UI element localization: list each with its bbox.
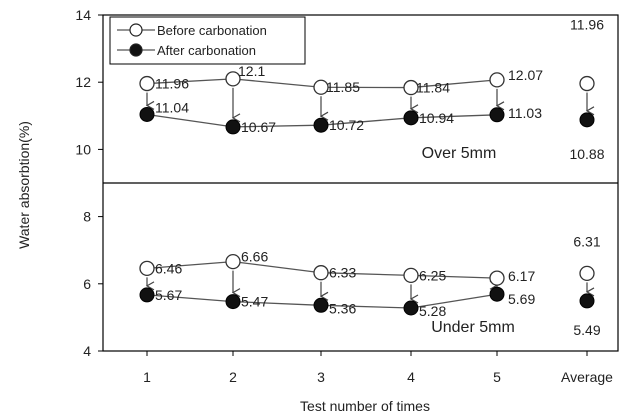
before-data-label: 6.46 [155, 260, 182, 276]
after-data-label: 5.67 [155, 287, 182, 303]
before-data-label: 6.66 [241, 249, 268, 265]
after-point [580, 113, 594, 127]
y-tick-label: 12 [75, 74, 91, 90]
legend-filled-marker [130, 44, 142, 56]
after-data-label: 10.72 [329, 117, 364, 133]
after-point [490, 108, 504, 122]
before-data-label: 12.1 [238, 63, 265, 79]
before-point [140, 77, 154, 91]
before-point [490, 73, 504, 87]
x-axis-label: Test number of times [300, 398, 430, 414]
after-point [404, 111, 418, 125]
after-data-label: 11.03 [508, 105, 542, 121]
series-layer: 11.96 12.1 11.85 11.84 12.07 11.04 10.67 10.72 1… [140, 17, 605, 338]
before-point [580, 77, 594, 91]
y-tick-label: 10 [75, 141, 91, 157]
y-axis-label: Water absorbtion(%) [16, 121, 32, 249]
after-average-label: 10.88 [569, 146, 604, 162]
after-data-label: 5.36 [329, 300, 356, 316]
after-point [404, 301, 418, 315]
after-point [580, 294, 594, 308]
before-average-label: 6.31 [573, 233, 600, 249]
before-point [490, 271, 504, 285]
after-average-label: 5.49 [573, 322, 600, 338]
before-data-label: 6.17 [508, 268, 535, 284]
before-data-label: 12.07 [508, 67, 543, 83]
legend-open-marker [130, 24, 142, 36]
before-data-label: 6.25 [419, 267, 446, 283]
x-tick-label: 1 [143, 369, 151, 385]
before-point [140, 261, 154, 275]
before-point [226, 255, 240, 269]
y-tick-label: 8 [83, 209, 91, 225]
legend-label: Before carbonation [157, 23, 267, 38]
after-data-label: 10.67 [241, 119, 276, 135]
after-point [226, 120, 240, 134]
after-data-label: 10.94 [419, 110, 454, 126]
legend: Before carbonation After carbonation [110, 17, 305, 64]
y-tick-label: 4 [83, 343, 91, 359]
group-label: Over 5mm [422, 145, 497, 162]
x-tick-label: 3 [317, 369, 325, 385]
after-data-label: 5.47 [241, 294, 268, 310]
after-point [314, 118, 328, 132]
after-data-label: 11.04 [155, 99, 189, 115]
after-point [314, 298, 328, 312]
legend-label: After carbonation [157, 43, 256, 58]
after-point [490, 287, 504, 301]
after-data-label: 5.69 [508, 291, 535, 307]
after-point [140, 288, 154, 302]
x-tick-label: 5 [493, 369, 501, 385]
group-label: Under 5mm [431, 319, 515, 336]
before-point [314, 266, 328, 280]
before-point [580, 266, 594, 280]
before-data-label: 11.96 [155, 76, 189, 92]
before-data-label: 11.84 [416, 80, 450, 96]
y-tick-label: 6 [83, 276, 91, 292]
before-point [404, 268, 418, 282]
after-data-label: 5.28 [419, 303, 446, 319]
before-data-label: 6.33 [329, 265, 356, 281]
x-tick-label: Average [561, 369, 613, 385]
after-point [140, 107, 154, 121]
x-tick-label: 4 [407, 369, 415, 385]
before-average-label: 11.96 [570, 17, 604, 33]
y-tick-label: 14 [75, 7, 91, 23]
after-point [226, 295, 240, 309]
series-group-under-5mm: 6.46 6.66 6.33 6.25 6.17 5.67 5.47 5.36 5.28 5.69… [140, 233, 601, 338]
before-data-label: 11.85 [326, 79, 360, 95]
x-tick-label: 2 [229, 369, 237, 385]
